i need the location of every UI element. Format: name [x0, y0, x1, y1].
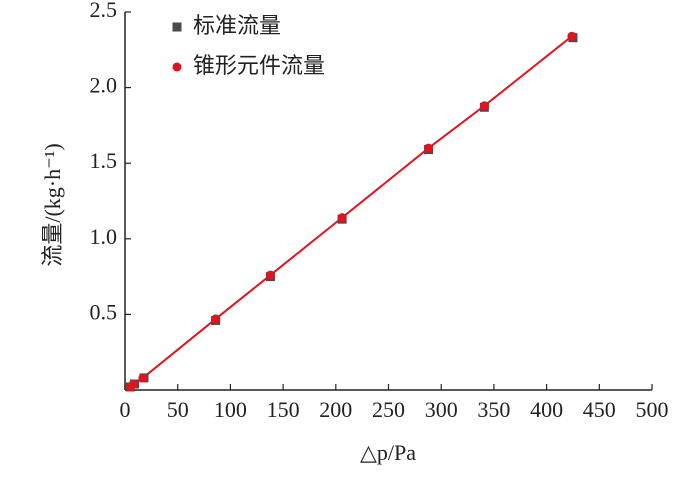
point	[337, 213, 347, 223]
y-tick-label: 1.5	[90, 148, 118, 173]
point	[567, 31, 577, 41]
x-tick-label: 450	[583, 397, 616, 422]
legend-label: 锥形元件流量	[193, 54, 325, 79]
fit-line	[129, 35, 573, 388]
point	[138, 373, 148, 383]
legend-label: 标准流量	[193, 14, 281, 39]
point	[424, 143, 434, 153]
x-tick-label: 100	[214, 397, 247, 422]
x-tick-label: 0	[120, 397, 131, 422]
y-tick-label: 1.0	[90, 224, 118, 249]
y-tick-label: 0.5	[90, 299, 118, 324]
x-tick-label: 300	[425, 397, 458, 422]
y-axis-label: 流量/(kg·h⁻¹)	[40, 143, 65, 266]
y-tick-label: 2.5	[90, 0, 118, 22]
legend-marker	[172, 22, 182, 32]
point	[265, 270, 275, 280]
point	[128, 379, 138, 389]
point	[479, 101, 489, 111]
x-axis-label: △p/Pa	[360, 440, 416, 465]
legend-marker	[172, 62, 182, 72]
x-tick-label: 200	[319, 397, 352, 422]
point	[211, 314, 221, 324]
y-tick-label: 2.0	[90, 73, 118, 98]
x-tick-label: 250	[372, 397, 405, 422]
x-tick-label: 350	[477, 397, 510, 422]
x-tick-label: 400	[530, 397, 563, 422]
x-tick-label: 50	[167, 397, 189, 422]
x-tick-label: 500	[636, 397, 669, 422]
x-tick-label: 150	[267, 397, 300, 422]
